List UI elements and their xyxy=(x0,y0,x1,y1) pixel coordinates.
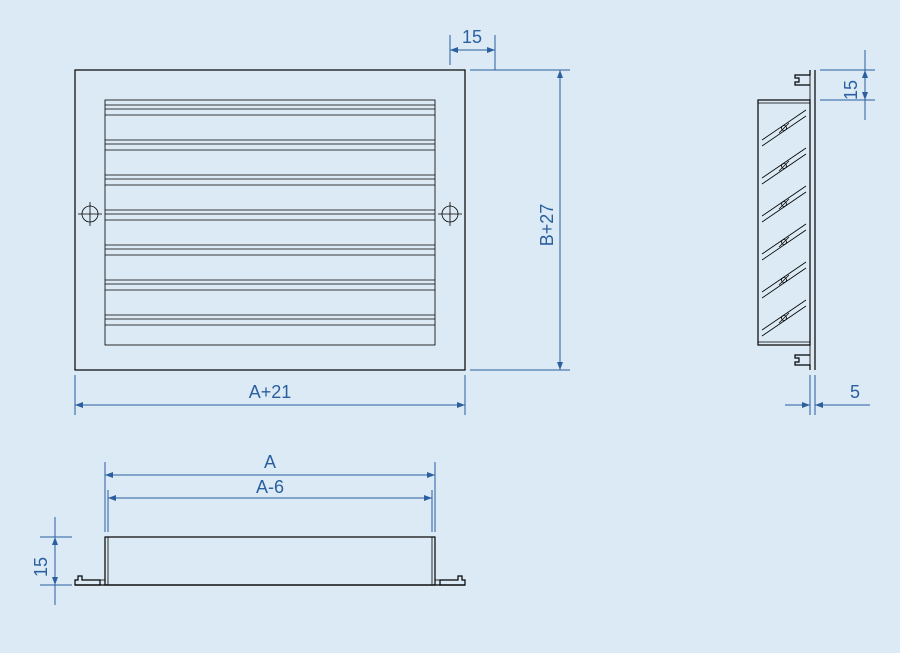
screw-hole-right xyxy=(438,202,462,226)
side-view xyxy=(758,70,815,370)
dim-side15-label: 15 xyxy=(841,80,861,100)
dim-side-15: 15 xyxy=(820,50,875,120)
dim-top-15: 15 xyxy=(31,517,72,605)
dim-a-label: A xyxy=(264,452,276,472)
dim-5-label: 5 xyxy=(850,382,860,402)
dim-b27-label: B+27 xyxy=(537,204,557,247)
dim-top15-label: 15 xyxy=(31,557,51,577)
dim-a6-label: A-6 xyxy=(256,477,284,497)
screw-hole-left xyxy=(78,202,102,226)
dim-top-a6: A-6 xyxy=(108,477,432,532)
dim-front-width: A+21 xyxy=(75,375,465,415)
top-view xyxy=(75,537,465,585)
blades xyxy=(762,110,806,336)
dim-side-5: 5 xyxy=(785,375,870,415)
dim-a21-label: A+21 xyxy=(249,382,292,402)
front-view xyxy=(75,70,465,370)
dim-15-top-label: 15 xyxy=(462,27,482,47)
dim-front-height: B+27 xyxy=(470,70,570,370)
louvers xyxy=(105,105,435,325)
dim-front-top15: 15 xyxy=(450,27,495,65)
